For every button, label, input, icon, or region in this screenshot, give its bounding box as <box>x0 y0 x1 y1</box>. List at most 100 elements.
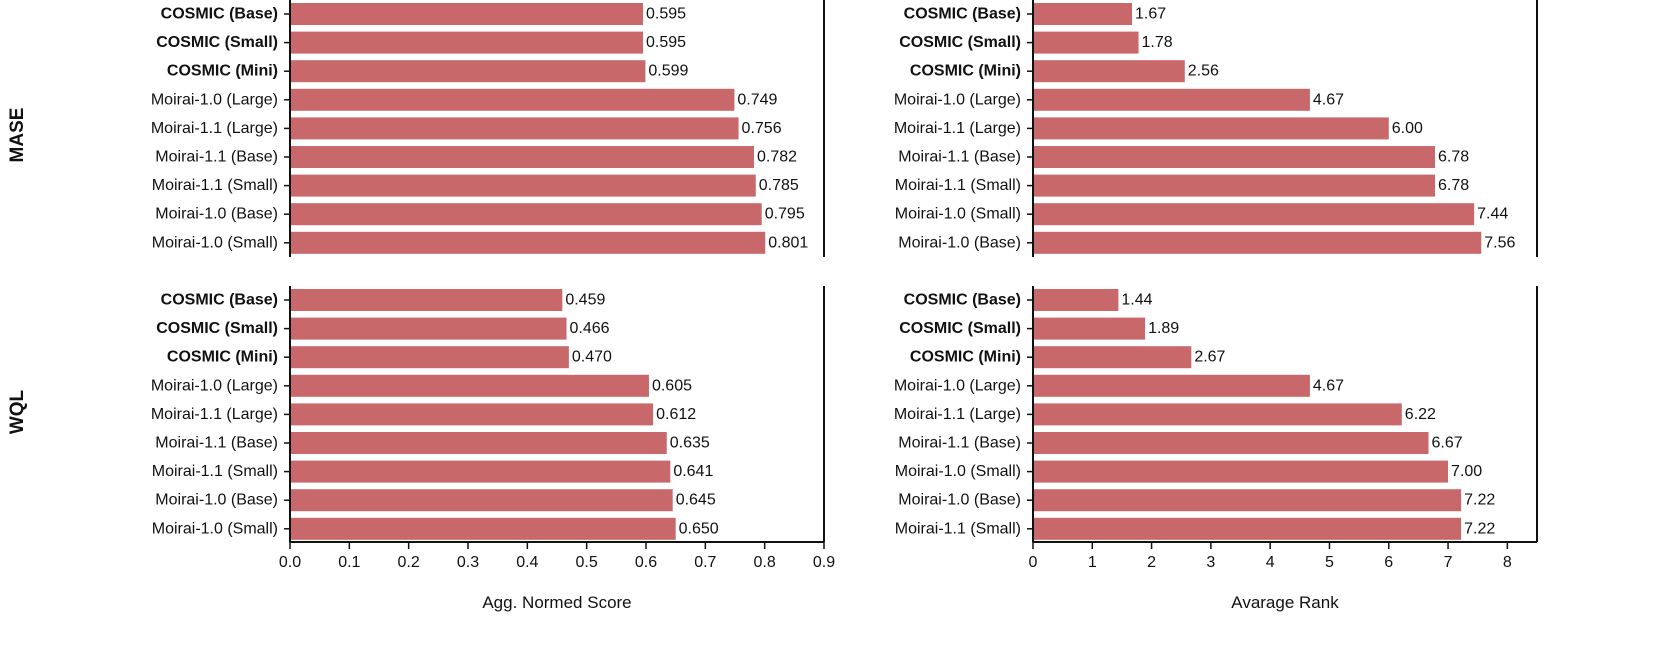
x-tick-label: 0.0 <box>279 554 301 571</box>
bar <box>291 317 567 340</box>
data-label: 6.78 <box>1438 177 1469 194</box>
data-label: 4.67 <box>1313 377 1344 394</box>
x-tick-label: 0.4 <box>516 554 538 571</box>
x-tick-label: 6 <box>1384 554 1393 571</box>
x-tick-label: 0.7 <box>694 554 716 571</box>
bar <box>1034 517 1462 540</box>
data-label: 0.599 <box>648 63 688 80</box>
category-label: Moirai-1.1 (Large) <box>151 120 278 137</box>
category-label: COSMIC (Mini) <box>167 63 278 80</box>
data-label: 1.67 <box>1135 6 1166 23</box>
data-label: 0.595 <box>646 34 686 51</box>
row-label-mase: MASE <box>7 108 28 163</box>
data-label: 6.78 <box>1438 149 1469 166</box>
data-label: 7.00 <box>1451 463 1482 480</box>
x-axis-label: Avarage Rank <box>1231 593 1339 612</box>
category-label: Moirai-1.1 (Small) <box>895 177 1021 194</box>
panel-2: COSMIC (Base) 1.67 COSMIC (Small) 1.78 COSMI… <box>894 0 1538 257</box>
data-label: 0.749 <box>737 91 777 108</box>
data-label: 0.605 <box>652 377 692 394</box>
data-label: 6.22 <box>1405 406 1436 423</box>
bar <box>291 517 676 540</box>
category-label: Moirai-1.0 (Base) <box>898 492 1021 509</box>
data-label: 0.795 <box>765 206 805 223</box>
data-label: 6.00 <box>1392 120 1423 137</box>
x-tick-label: 0.6 <box>635 554 657 571</box>
data-label: 0.650 <box>679 520 719 537</box>
category-label: COSMIC (Small) <box>899 320 1021 337</box>
x-tick-label: 0.9 <box>813 554 835 571</box>
bar <box>1034 460 1449 483</box>
category-label: Moirai-1.1 (Large) <box>151 406 278 423</box>
bar <box>291 231 766 254</box>
bar <box>1034 403 1402 426</box>
data-label: 1.89 <box>1148 320 1179 337</box>
bar <box>291 403 654 426</box>
x-tick-label: 2 <box>1147 554 1156 571</box>
bar <box>291 117 739 140</box>
bar <box>1034 346 1192 369</box>
category-label: Moirai-1.0 (Base) <box>155 492 278 509</box>
bar <box>1034 317 1146 340</box>
x-tick-label: 4 <box>1266 554 1275 571</box>
bar <box>1034 289 1119 311</box>
bar <box>1034 60 1185 83</box>
category-label: Moirai-1.1 (Base) <box>898 149 1021 166</box>
data-label: 0.595 <box>646 6 686 23</box>
x-tick-label: 1 <box>1088 554 1097 571</box>
category-label: COSMIC (Base) <box>904 6 1021 23</box>
data-label: 0.466 <box>569 320 609 337</box>
bar <box>1034 31 1139 54</box>
category-label: Moirai-1.1 (Small) <box>152 463 278 480</box>
category-label: Moirai-1.1 (Large) <box>894 120 1021 137</box>
data-label: 0.470 <box>572 349 612 366</box>
data-label: 0.635 <box>670 435 710 452</box>
bar <box>1034 88 1310 111</box>
data-label: 1.78 <box>1142 34 1173 51</box>
category-label: Moirai-1.1 (Small) <box>895 520 1021 537</box>
data-label: 0.785 <box>759 177 799 194</box>
category-label: Moirai-1.0 (Small) <box>895 206 1021 223</box>
bar <box>291 3 644 25</box>
data-label: 7.22 <box>1464 520 1495 537</box>
category-label: Moirai-1.0 (Small) <box>152 234 278 251</box>
x-tick-label: 0 <box>1029 554 1038 571</box>
panel-4: COSMIC (Base) 1.44 COSMIC (Small) 1.89 COSMI… <box>894 286 1538 612</box>
category-label: Moirai-1.1 (Base) <box>155 435 278 452</box>
bar <box>291 88 735 111</box>
x-tick-label: 0.3 <box>457 554 479 571</box>
bar <box>291 174 756 197</box>
category-label: Moirai-1.0 (Small) <box>895 463 1021 480</box>
x-tick-label: 3 <box>1206 554 1215 571</box>
bar <box>291 460 671 483</box>
data-label: 0.801 <box>768 234 808 251</box>
bar <box>1034 489 1462 512</box>
category-label: Moirai-1.1 (Base) <box>898 435 1021 452</box>
category-label: Moirai-1.0 (Base) <box>155 206 278 223</box>
data-label: 2.56 <box>1188 63 1219 80</box>
data-label: 2.67 <box>1194 349 1225 366</box>
category-label: COSMIC (Base) <box>161 6 278 23</box>
data-label: 0.756 <box>742 120 782 137</box>
category-label: Moirai-1.0 (Large) <box>894 91 1021 108</box>
category-label: Moirai-1.0 (Large) <box>151 91 278 108</box>
category-label: Moirai-1.1 (Small) <box>152 177 278 194</box>
bar <box>1034 432 1429 454</box>
data-label: 6.67 <box>1431 435 1462 452</box>
x-axis-label: Agg. Normed Score <box>482 593 631 612</box>
bar <box>291 489 673 512</box>
category-label: Moirai-1.0 (Small) <box>152 520 278 537</box>
category-label: Moirai-1.1 (Base) <box>155 149 278 166</box>
data-label: 0.459 <box>565 292 605 309</box>
data-label: 0.645 <box>676 492 716 509</box>
x-tick-label: 0.5 <box>576 554 598 571</box>
bar <box>1034 231 1482 254</box>
data-label: 0.782 <box>757 149 797 166</box>
row-label-wql: WQL <box>7 389 28 434</box>
category-label: COSMIC (Base) <box>904 292 1021 309</box>
category-label: Moirai-1.0 (Base) <box>898 234 1021 251</box>
bar <box>291 203 762 226</box>
bar <box>291 346 569 369</box>
data-label: 1.44 <box>1121 292 1152 309</box>
